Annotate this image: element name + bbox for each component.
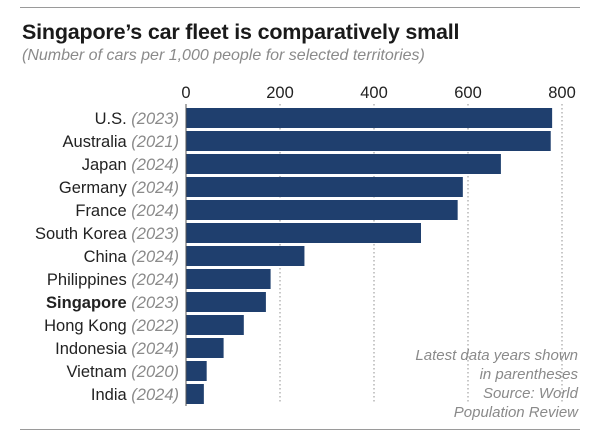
category-label: Singapore (2023) <box>46 294 179 312</box>
chart-title: Singapore’s car fleet is comparatively s… <box>22 20 460 44</box>
category-label: Japan (2024) <box>82 156 179 174</box>
category-label: Hong Kong (2022) <box>44 317 179 335</box>
category-label: China (2024) <box>84 248 179 266</box>
top-rule <box>20 7 580 8</box>
bar <box>186 131 551 151</box>
category-label: France (2024) <box>75 202 179 220</box>
bar <box>186 269 271 289</box>
x-tick-label: 200 <box>266 84 294 102</box>
category-label: Philippines (2024) <box>47 271 179 289</box>
category-label: South Korea (2023) <box>35 225 179 243</box>
bar <box>186 384 204 404</box>
category-label: U.S. (2023) <box>95 110 179 128</box>
bar <box>186 177 463 197</box>
bar <box>186 200 458 220</box>
bar <box>186 338 224 358</box>
bar <box>186 223 421 243</box>
note-line: Source: World <box>482 385 578 402</box>
bar <box>186 292 266 312</box>
chart-subtitle: (Number of cars per 1,000 people for sel… <box>22 47 425 64</box>
category-label: Australia (2021) <box>63 133 179 151</box>
bar <box>186 108 553 128</box>
x-tick-label: 800 <box>548 84 576 102</box>
category-label: Vietnam (2020) <box>66 363 179 381</box>
bar <box>186 246 305 266</box>
bar <box>186 361 207 381</box>
source-note: Latest data years shown in parentheses S… <box>415 346 578 422</box>
x-tick-label: 400 <box>360 84 388 102</box>
bottom-rule <box>20 429 580 430</box>
category-label: India (2024) <box>91 386 179 404</box>
note-line: Population Review <box>453 404 578 421</box>
category-label: Indonesia (2024) <box>55 340 179 358</box>
x-tick-label: 0 <box>181 84 190 102</box>
note-line: Latest data years shown <box>415 347 578 364</box>
x-tick-label: 600 <box>454 84 482 102</box>
category-label: Germany (2024) <box>59 179 179 197</box>
bar <box>186 154 501 174</box>
bar <box>186 315 244 335</box>
note-line: in parentheses <box>479 366 578 383</box>
